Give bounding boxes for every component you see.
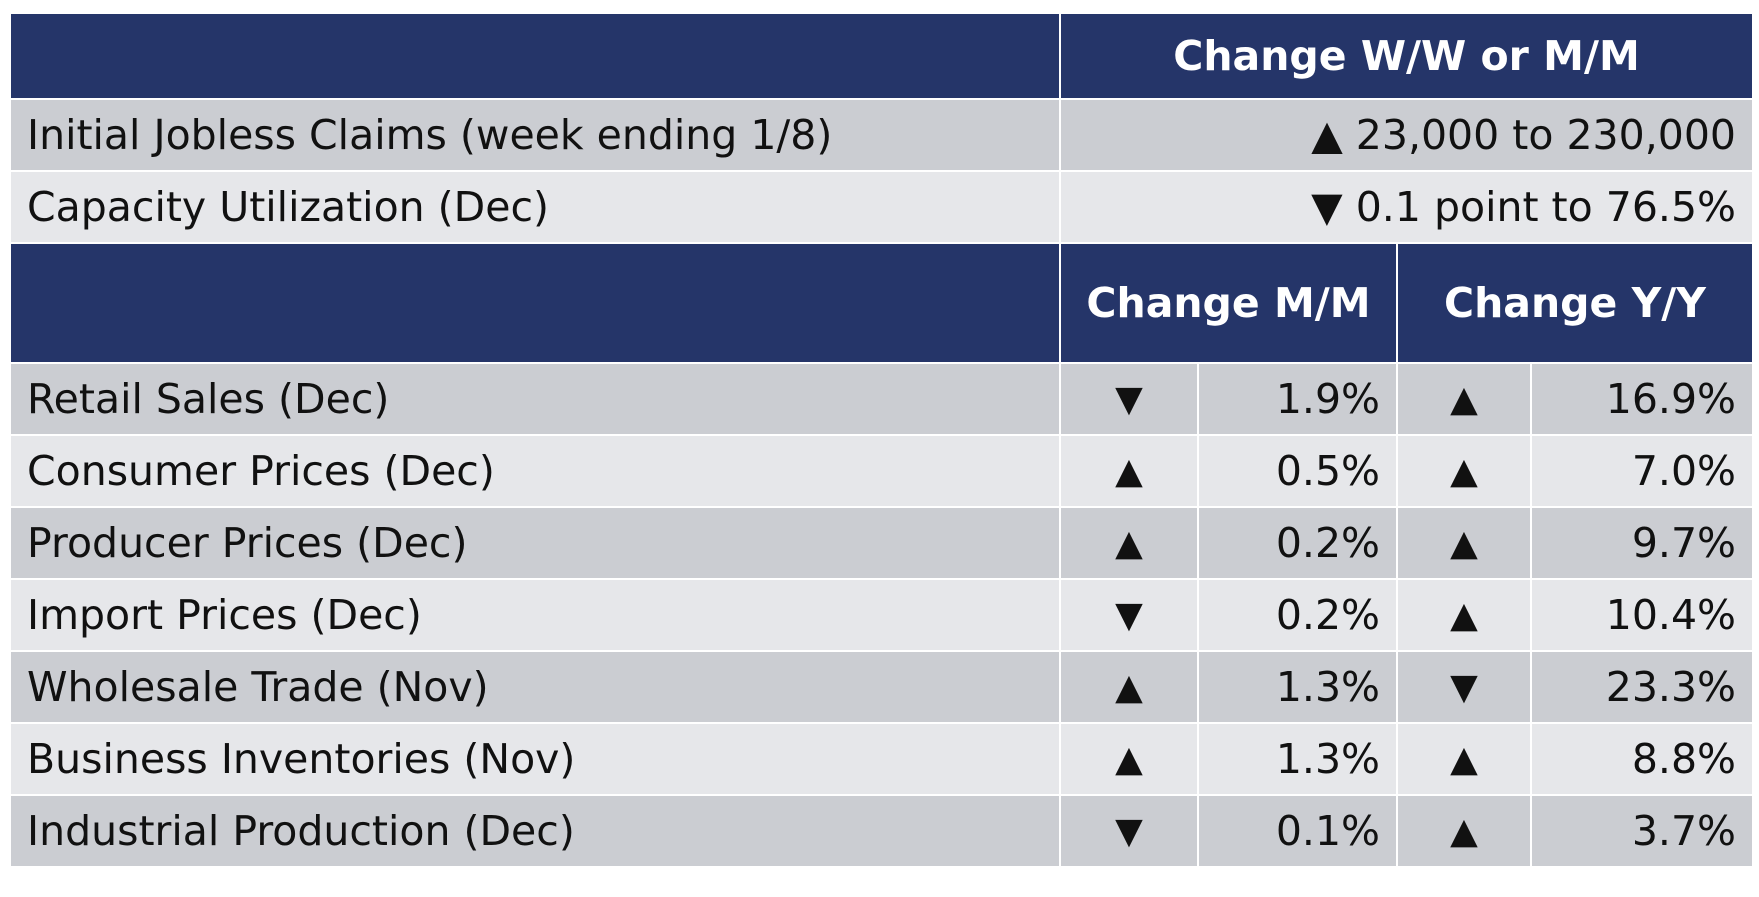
table-row: Import Prices (Dec) ▼ 0.2% ▲ 10.4% <box>9 578 1754 652</box>
header-change-ww-mm: Change W/W or M/M <box>1059 12 1754 100</box>
mm-direction-icon: ▲ <box>1059 650 1199 724</box>
mm-direction-icon: ▲ <box>1059 506 1199 580</box>
mm-value: 0.5% <box>1197 434 1398 508</box>
header-blank-cell <box>9 242 1061 364</box>
yy-value: 10.4% <box>1530 578 1754 652</box>
yy-direction-icon: ▲ <box>1396 722 1532 796</box>
row-label: Retail Sales (Dec) <box>9 362 1061 436</box>
mm-value: 0.2% <box>1197 578 1398 652</box>
row-label: Initial Jobless Claims (week ending 1/8) <box>9 98 1061 172</box>
table-row: Consumer Prices (Dec) ▲ 0.5% ▲ 7.0% <box>9 434 1754 508</box>
table-row: Initial Jobless Claims (week ending 1/8)… <box>9 98 1754 172</box>
table-row: Wholesale Trade (Nov) ▲ 1.3% ▼ 23.3% <box>9 650 1754 724</box>
header-change-yy: Change Y/Y <box>1396 242 1754 364</box>
yy-value: 9.7% <box>1530 506 1754 580</box>
mm-value: 0.1% <box>1197 794 1398 868</box>
row-value: ▼ 0.1 point to 76.5% <box>1059 170 1754 244</box>
header-change-mm: Change M/M <box>1059 242 1398 364</box>
row-label: Import Prices (Dec) <box>9 578 1061 652</box>
row-label: Industrial Production (Dec) <box>9 794 1061 868</box>
yy-direction-icon: ▲ <box>1396 578 1532 652</box>
table-row: Business Inventories (Nov) ▲ 1.3% ▲ 8.8% <box>9 722 1754 796</box>
row-label: Consumer Prices (Dec) <box>9 434 1061 508</box>
yy-value: 16.9% <box>1530 362 1754 436</box>
mm-direction-icon: ▲ <box>1059 434 1199 508</box>
row-label: Capacity Utilization (Dec) <box>9 170 1061 244</box>
mm-direction-icon: ▲ <box>1059 722 1199 796</box>
mm-value: 1.3% <box>1197 722 1398 796</box>
row-label: Wholesale Trade (Nov) <box>9 650 1061 724</box>
yy-value: 3.7% <box>1530 794 1754 868</box>
yy-direction-icon: ▲ <box>1396 506 1532 580</box>
mm-value: 1.3% <box>1197 650 1398 724</box>
mm-value: 0.2% <box>1197 506 1398 580</box>
row-label: Business Inventories (Nov) <box>9 722 1061 796</box>
header-row-monthly: Change M/M Change Y/Y <box>9 242 1754 364</box>
header-row-weekly: Change W/W or M/M <box>9 12 1754 100</box>
table-row: Industrial Production (Dec) ▼ 0.1% ▲ 3.7… <box>9 794 1754 868</box>
yy-direction-icon: ▼ <box>1396 650 1532 724</box>
table-row: Producer Prices (Dec) ▲ 0.2% ▲ 9.7% <box>9 506 1754 580</box>
yy-direction-icon: ▲ <box>1396 362 1532 436</box>
table-row: Retail Sales (Dec) ▼ 1.9% ▲ 16.9% <box>9 362 1754 436</box>
yy-value: 8.8% <box>1530 722 1754 796</box>
row-value: ▲ 23,000 to 230,000 <box>1059 98 1754 172</box>
yy-direction-icon: ▲ <box>1396 794 1532 868</box>
header-blank-cell <box>9 12 1061 100</box>
yy-value: 7.0% <box>1530 434 1754 508</box>
mm-direction-icon: ▼ <box>1059 578 1199 652</box>
table-row: Capacity Utilization (Dec) ▼ 0.1 point t… <box>9 170 1754 244</box>
row-label: Producer Prices (Dec) <box>9 506 1061 580</box>
mm-value: 1.9% <box>1197 362 1398 436</box>
economic-indicators-table: Change W/W or M/M Initial Jobless Claims… <box>9 12 1754 868</box>
yy-direction-icon: ▲ <box>1396 434 1532 508</box>
mm-direction-icon: ▼ <box>1059 362 1199 436</box>
yy-value: 23.3% <box>1530 650 1754 724</box>
mm-direction-icon: ▼ <box>1059 794 1199 868</box>
